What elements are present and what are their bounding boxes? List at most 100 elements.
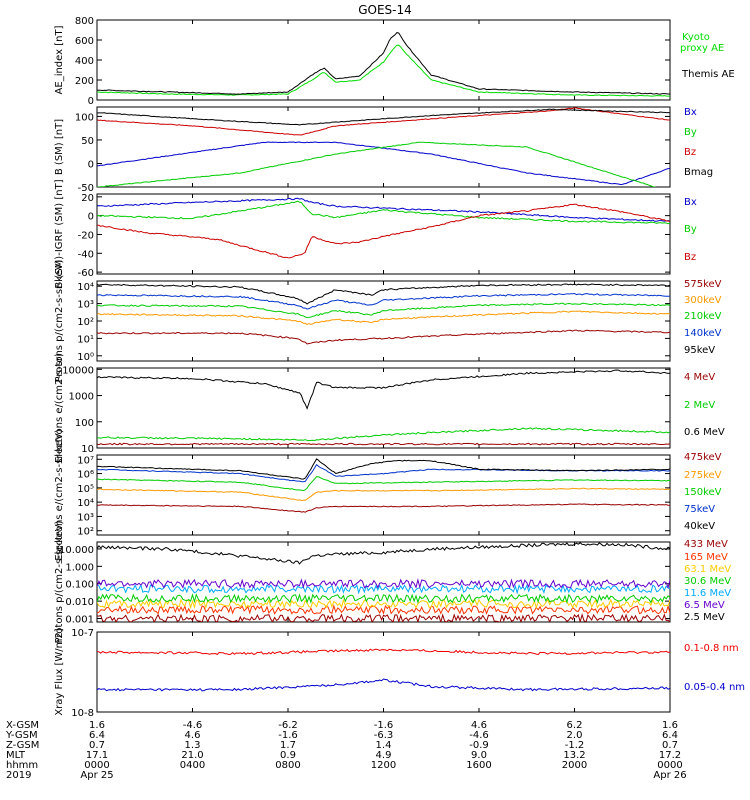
axis-row-value: 1.6 — [89, 720, 105, 731]
y-tick-label: 10¹ — [77, 334, 94, 345]
legend-label: 2 MeV — [684, 400, 715, 411]
axis-row-value: 4.6 — [471, 720, 487, 731]
series-line-140kev — [97, 292, 670, 310]
series-line-150kev — [97, 476, 670, 492]
legend-label: Bmag — [684, 167, 713, 178]
y-axis-label: AE_index [nT] — [54, 25, 65, 94]
legend-label: Bz — [684, 252, 696, 263]
y-tick-label: 0 — [88, 96, 94, 107]
axis-row-label: 2019 — [6, 770, 31, 781]
panel-2: B (SM) [nT] -50 0 50 100 Bx By Bz Bmag — [54, 106, 713, 194]
y-tick-label: 10³ — [77, 300, 94, 311]
axis-row-value: 6.4 — [662, 730, 678, 741]
legend-label: 6.5 MeV — [684, 600, 725, 611]
y-axis-label: Protons p/(cm2-s-sr-keV) — [54, 520, 65, 643]
legend-label: proxy AE — [680, 43, 724, 54]
series-line-275kev — [97, 487, 670, 502]
y-tick-label: 10⁵ — [77, 484, 94, 495]
legend-label: 0.1-0.8 nm — [684, 643, 739, 654]
axis-row-value: -4.6 — [469, 730, 489, 741]
legend-label: By — [684, 224, 697, 235]
series-line-30-6-mev — [97, 593, 670, 605]
y-axis-label: Protons p/(cm2-s-sr-keV) — [54, 259, 65, 382]
axis-row-value: 6.4 — [89, 730, 105, 741]
y-tick-label: 10³ — [77, 512, 94, 523]
axis-row-value: -1.2 — [565, 740, 585, 751]
y-tick-label: 0.100 — [65, 580, 94, 591]
axis-row-value: 0800 — [275, 760, 300, 771]
y-tick-label: 0 — [88, 159, 94, 170]
axis-row-value: 9.0 — [471, 750, 487, 761]
y-tick-label: 10000 — [62, 365, 94, 376]
series-line-bmag — [97, 108, 670, 126]
axis-row-value: 0.9 — [280, 750, 296, 761]
legend-label: 0.05-0.4 nm — [684, 682, 745, 693]
series-line-300kev — [97, 310, 670, 325]
y-tick-label: 100 — [75, 418, 94, 429]
panel-3: B (SM)-IGRF (SM) [nT] -60 -40 -20 0 20 Bx By Bz — [54, 179, 697, 288]
legend-label: 140keV — [684, 328, 722, 339]
panel-frame — [96, 454, 671, 536]
legend-label: By — [684, 127, 697, 138]
series-line-475kev — [97, 503, 670, 513]
y-tick-label: 10² — [77, 317, 94, 328]
series-line-0-1-0-8-nm — [97, 648, 670, 656]
series-line-210kev — [97, 302, 670, 319]
plot-title: GOES-14 — [358, 3, 412, 17]
series-line-4-mev — [97, 442, 670, 446]
series-line-63-1-mev — [97, 598, 670, 610]
series-line-95kev — [97, 283, 670, 305]
series-line-6-5-mev — [97, 578, 670, 590]
legend-label: Bx — [684, 197, 697, 208]
y-tick-label: 100 — [75, 112, 94, 123]
y-tick-label: 600 — [75, 36, 94, 47]
series-line-by — [97, 200, 670, 225]
axis-row-label: Z-GSM — [6, 740, 39, 751]
legend-label: 150keV — [684, 487, 722, 498]
legend-label: 0.6 MeV — [684, 427, 725, 438]
axis-row-value: 4.6 — [185, 730, 201, 741]
series-line-0-6-mev — [97, 369, 670, 410]
series-line-by — [97, 141, 656, 187]
series-line-40kev — [97, 458, 670, 480]
axis-row-label: MLT — [6, 750, 26, 761]
legend-label: Themis AE — [681, 69, 735, 80]
series-line-bz — [97, 107, 670, 136]
series-line-2-5-mev — [97, 542, 670, 565]
legend-label: 4 MeV — [684, 372, 715, 383]
axis-row-value: 0000 — [84, 760, 109, 771]
legend-label: 63.1 MeV — [684, 564, 731, 575]
axis-row-value: -1.6 — [278, 730, 298, 741]
axis-row-value: 2000 — [562, 760, 587, 771]
axis-row-value: 0400 — [180, 760, 205, 771]
axis-row-value: 17.1 — [86, 750, 108, 761]
panel-6: Electrons e/(cm2-s-sr-keV) 10² 10³ 10⁴ 10⁵ 10… — [54, 429, 722, 561]
legend-label: 165 MeV — [684, 552, 728, 563]
axis-row-value: -4.6 — [183, 720, 203, 731]
legend-label: 11.6 MeV — [684, 588, 731, 599]
axis-row-label: Y-GSM — [5, 730, 38, 741]
axis-row-value: 0000 — [657, 760, 682, 771]
y-tick-label: 10-7 — [71, 628, 94, 639]
panel-frame — [96, 280, 671, 362]
axis-row-value: 1.3 — [185, 740, 201, 751]
axis-row-value: -6.2 — [278, 720, 298, 731]
y-tick-label: 10⁷ — [77, 455, 94, 466]
y-tick-label: 1000 — [69, 392, 94, 403]
axis-row-value: 0.7 — [662, 740, 678, 751]
y-tick-label: 1.000 — [65, 562, 94, 573]
axis-row-label: hhmm — [6, 760, 38, 771]
axis-row-value: Apr 25 — [80, 770, 113, 781]
axis-row-value: 13.2 — [563, 750, 585, 761]
legend-label: 40keV — [684, 521, 715, 532]
panel-frame — [96, 631, 671, 713]
legend-label: 30.6 MeV — [684, 576, 731, 587]
axis-row-value: 2.0 — [567, 730, 583, 741]
y-axis-label: Electrons e/(cm2-s-sr-keV) — [54, 429, 65, 561]
panel-frame — [96, 367, 671, 449]
series-line-themis-ae — [97, 32, 670, 95]
series-line-11-6-mev — [97, 583, 670, 595]
